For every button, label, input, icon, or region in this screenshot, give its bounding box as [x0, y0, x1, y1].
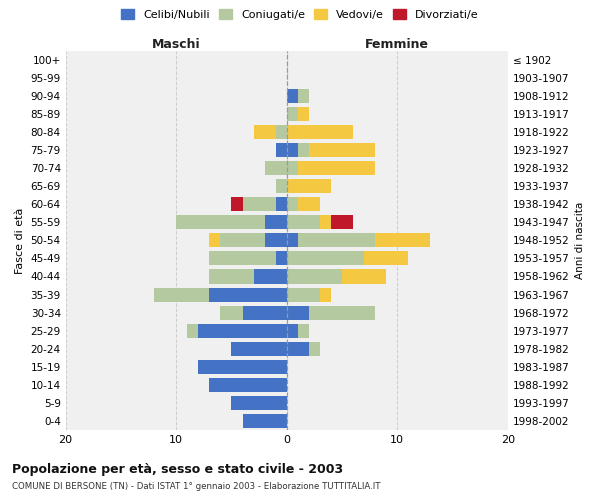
Bar: [287, 288, 320, 302]
Bar: [199, 324, 287, 338]
Bar: [287, 197, 298, 211]
Bar: [209, 234, 220, 247]
Bar: [331, 215, 353, 230]
Bar: [265, 215, 287, 230]
Bar: [298, 161, 375, 175]
Bar: [287, 252, 364, 266]
Bar: [242, 414, 287, 428]
Bar: [287, 125, 353, 139]
Text: Popolazione per età, sesso e stato civile - 2003: Popolazione per età, sesso e stato civil…: [12, 463, 343, 476]
Bar: [287, 306, 309, 320]
Bar: [298, 88, 309, 102]
Bar: [275, 125, 287, 139]
Bar: [199, 360, 287, 374]
Bar: [287, 324, 298, 338]
Bar: [320, 288, 331, 302]
Y-axis label: Fasce di età: Fasce di età: [15, 207, 25, 274]
Bar: [287, 270, 342, 283]
Bar: [154, 288, 209, 302]
Y-axis label: Anni di nascita: Anni di nascita: [575, 202, 585, 279]
Bar: [309, 143, 375, 157]
Bar: [265, 234, 287, 247]
Bar: [209, 252, 275, 266]
Bar: [265, 161, 287, 175]
Bar: [242, 306, 287, 320]
Bar: [232, 197, 242, 211]
Legend: Celibi/Nubili, Coniugati/e, Vedovi/e, Divorziati/e: Celibi/Nubili, Coniugati/e, Vedovi/e, Di…: [118, 6, 482, 23]
Bar: [220, 306, 242, 320]
Bar: [287, 88, 298, 102]
Bar: [275, 252, 287, 266]
Bar: [298, 197, 320, 211]
Bar: [275, 179, 287, 193]
Bar: [298, 234, 375, 247]
Bar: [287, 106, 298, 121]
Bar: [242, 197, 275, 211]
Bar: [309, 306, 375, 320]
Bar: [209, 288, 287, 302]
Bar: [342, 270, 386, 283]
Text: COMUNE DI BERSONE (TN) - Dati ISTAT 1° gennaio 2003 - Elaborazione TUTTITALIA.IT: COMUNE DI BERSONE (TN) - Dati ISTAT 1° g…: [12, 482, 380, 491]
Text: Femmine: Femmine: [365, 38, 429, 51]
Bar: [287, 342, 309, 356]
Bar: [275, 143, 287, 157]
Bar: [254, 125, 275, 139]
Bar: [375, 234, 430, 247]
Bar: [220, 234, 265, 247]
Bar: [254, 270, 287, 283]
Bar: [364, 252, 409, 266]
Bar: [298, 324, 309, 338]
Bar: [287, 143, 298, 157]
Bar: [287, 234, 298, 247]
Bar: [298, 143, 309, 157]
Bar: [320, 215, 331, 230]
Bar: [232, 342, 287, 356]
Bar: [176, 215, 265, 230]
Bar: [209, 270, 254, 283]
Bar: [232, 396, 287, 410]
Bar: [209, 378, 287, 392]
Text: Maschi: Maschi: [152, 38, 200, 51]
Bar: [287, 215, 320, 230]
Bar: [298, 106, 309, 121]
Bar: [187, 324, 199, 338]
Bar: [309, 342, 320, 356]
Bar: [287, 179, 331, 193]
Bar: [287, 161, 298, 175]
Bar: [275, 197, 287, 211]
